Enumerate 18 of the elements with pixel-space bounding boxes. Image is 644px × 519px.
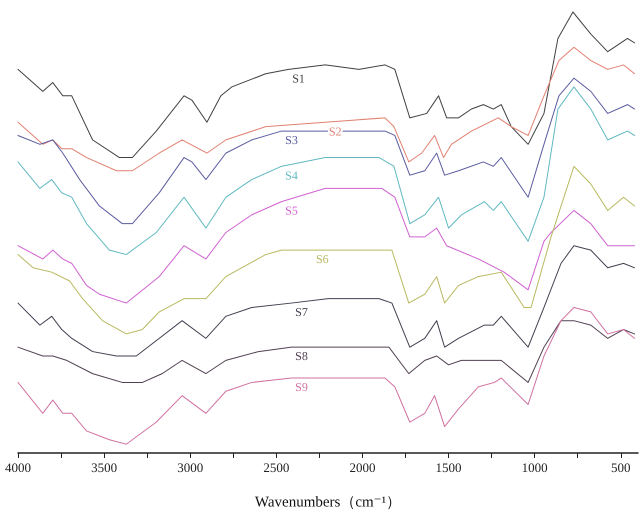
- x-tick-label: 1000: [522, 460, 548, 475]
- x-tick-label: 3500: [91, 460, 118, 475]
- x-tick-label: 1500: [436, 460, 462, 475]
- x-axis-title: Wavenumbers（cm⁻¹）: [254, 494, 402, 510]
- x-tick-label: 4000: [5, 460, 31, 475]
- series-label: S5: [285, 204, 298, 218]
- x-tick-label: 2500: [263, 460, 290, 475]
- x-tick-label: 500: [611, 460, 631, 475]
- series-label: S4: [285, 168, 298, 182]
- series-label: S6: [316, 252, 329, 266]
- series-label: S7: [295, 305, 308, 320]
- series-label: S8: [295, 349, 308, 364]
- series-label: S3: [285, 133, 298, 148]
- series-label: S1: [292, 71, 305, 86]
- series-label: S9: [295, 380, 308, 394]
- x-tick-label: 3000: [177, 460, 204, 475]
- x-tick-label: 2000: [349, 460, 376, 475]
- series-label: S2: [328, 124, 342, 138]
